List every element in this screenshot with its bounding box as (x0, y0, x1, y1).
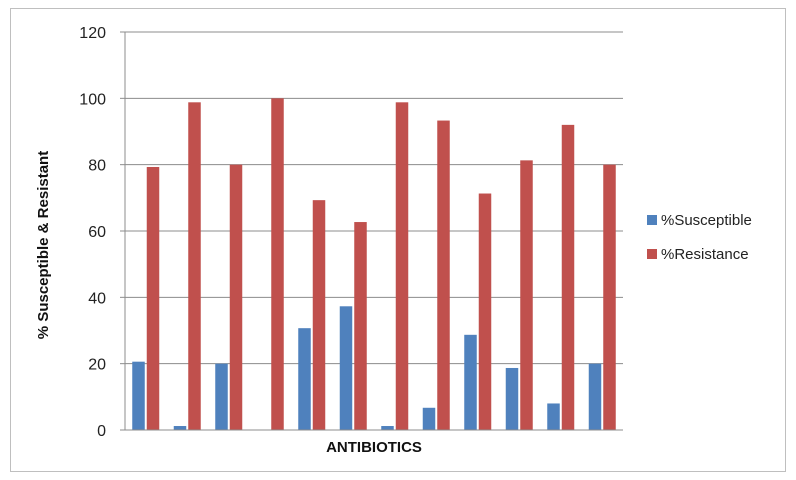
gridlines (125, 31, 623, 365)
bar-resistance (188, 102, 201, 431)
legend-label: %Resistance (661, 246, 749, 263)
bar-resistance (520, 160, 533, 431)
x-axis-title: ANTIBIOTICS (326, 439, 422, 456)
y-axis-title: % Susceptible & Resistant (35, 151, 52, 339)
axes (120, 31, 623, 431)
bar-susceptible (422, 407, 436, 430)
bar-susceptible (381, 426, 394, 430)
legend-label: %Susceptible (661, 212, 752, 229)
y-tick-label: 80 (88, 158, 106, 175)
bar-resistance (437, 120, 450, 431)
tick-labels: 0 20 40 60 80 100 120 (79, 25, 106, 440)
y-tick-label: 100 (79, 91, 106, 108)
bar-resistance (312, 200, 326, 430)
y-tick-label: 40 (88, 290, 106, 307)
bar-susceptible (547, 403, 560, 430)
chart-frame: 0 20 40 60 80 100 120 ANTIBIOTICS % Susceptibl… (10, 8, 786, 472)
bar-resistance (478, 193, 492, 430)
bar-resistance (395, 102, 409, 431)
legend: %Susceptible %Resistance (647, 212, 752, 263)
y-tick-label: 0 (97, 423, 106, 440)
bar-resistance (229, 164, 243, 430)
bar-susceptible (464, 334, 477, 430)
bar-resistance (354, 222, 367, 430)
bar-susceptible (298, 328, 311, 430)
bars (132, 98, 616, 431)
bar-susceptible (339, 306, 353, 430)
bar-resistance (271, 98, 284, 430)
legend-swatch (647, 249, 657, 259)
bar-susceptible (588, 363, 602, 430)
legend-swatch (647, 215, 657, 225)
y-tick-label: 20 (88, 357, 106, 374)
y-tick-label: 120 (79, 25, 106, 42)
bar-resistance (561, 124, 575, 430)
bar-chart: 0 20 40 60 80 100 120 ANTIBIOTICS % Susceptibl… (35, 25, 752, 456)
bar-susceptible (505, 367, 519, 430)
bar-susceptible (215, 363, 228, 430)
bar-susceptible (173, 426, 187, 430)
bar-resistance (146, 166, 160, 430)
y-tick-label: 60 (88, 224, 106, 241)
bar-resistance (603, 164, 616, 430)
bar-susceptible (132, 361, 145, 430)
